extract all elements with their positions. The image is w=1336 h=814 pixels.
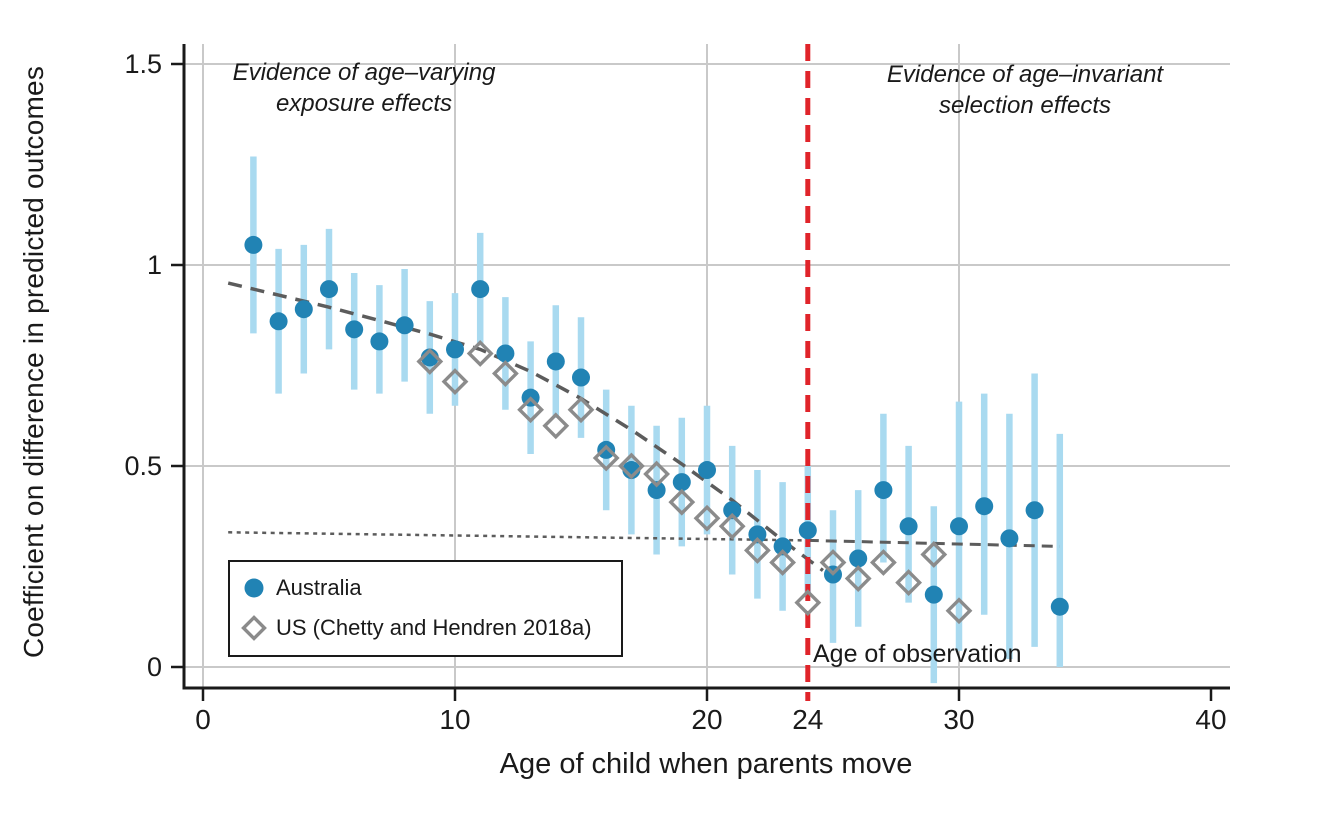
australia-data-point: [723, 501, 742, 520]
australia-data-point: [320, 280, 338, 299]
australia-data-point: [546, 352, 565, 371]
us-data-point: [794, 589, 822, 617]
us-data-point: [491, 360, 519, 387]
selection-effects-dotted-line: [228, 531, 808, 542]
australia-data-point: [773, 537, 792, 556]
australia-data-point: [1025, 501, 1044, 520]
us-data-point: [517, 396, 545, 424]
us-data-point: [945, 597, 973, 625]
us-data-point: [819, 549, 847, 576]
us-data-point: [416, 348, 444, 375]
annotation-age-varying: Evidence of age–varying exposure effects: [232, 59, 496, 117]
legend-item-australia: Australia: [241, 575, 362, 601]
x-tick-label: 20: [691, 704, 722, 735]
us-data-point: [441, 368, 469, 395]
australia-data-point: [924, 585, 943, 604]
us-data-point: [769, 549, 797, 576]
y-axis-title: Coefficient on difference in predicted o…: [18, 65, 49, 659]
legend-label-australia: Australia: [276, 575, 362, 600]
australia-data-point: [597, 440, 616, 459]
australia-data-point: [647, 481, 666, 500]
exposure-effects-fit-line: [227, 281, 824, 572]
y-tick-label: 0.5: [124, 451, 162, 481]
australia-data-point: [471, 280, 490, 299]
x-tick-label: 40: [1195, 704, 1226, 735]
australia-data-point: [496, 344, 515, 363]
us-data-point: [542, 412, 570, 440]
australia-data-point: [269, 312, 288, 331]
y-tick-label: 0: [147, 652, 162, 682]
australia-data-point: [572, 368, 590, 387]
us-data-point: [466, 340, 494, 367]
australia-data-point: [294, 300, 313, 319]
x-tick-label: 30: [943, 704, 974, 735]
australia-data-point: [849, 549, 868, 568]
us-data-point: [592, 444, 620, 472]
us-data-point: [668, 488, 696, 516]
australia-circle-icon: [241, 575, 267, 601]
australia-data-point: [950, 517, 968, 536]
us-diamond-icon: [241, 615, 267, 641]
x-tick-label: 10: [439, 704, 470, 735]
legend-box: Australia US (Chetty and Hendren 2018a): [228, 560, 623, 657]
us-data-point: [895, 569, 923, 596]
us-data-point: [718, 512, 746, 540]
us-data-point: [869, 549, 897, 576]
us-data-point: [844, 565, 872, 592]
australia-data-point: [1000, 529, 1019, 548]
us-data-point: [617, 452, 645, 480]
australia-data-point: [748, 525, 767, 544]
australia-data-point: [698, 461, 716, 480]
legend-item-us: US (Chetty and Hendren 2018a): [241, 615, 592, 641]
us-data-point: [567, 396, 595, 424]
annotation-age-invariant: Evidence of age–invariant selection effe…: [886, 61, 1164, 119]
australia-data-point: [446, 340, 464, 359]
australia-data-point: [798, 521, 817, 540]
y-tick-label: 1: [147, 250, 162, 280]
australia-data-point: [874, 481, 893, 500]
australia-data-point: [345, 320, 364, 339]
australia-data-point: [899, 517, 918, 536]
us-data-point: [643, 460, 671, 488]
australia-data-point: [370, 332, 389, 351]
age-of-observation-label: Age of observation: [813, 640, 1022, 668]
us-data-point: [743, 537, 771, 564]
us-data-point: [693, 504, 721, 532]
legend-label-us: US (Chetty and Hendren 2018a): [276, 615, 592, 640]
australia-data-point: [975, 497, 994, 516]
australia-data-point: [672, 473, 691, 492]
x-tick-label: 24: [792, 704, 823, 735]
x-tick-label: 0: [195, 704, 211, 735]
australia-data-point: [1050, 597, 1069, 616]
us-data-point: [920, 541, 948, 568]
y-tick-label: 1.5: [124, 49, 162, 79]
australia-data-point: [395, 316, 414, 335]
x-axis-title: Age of child when parents move: [499, 748, 913, 780]
australia-data-point: [244, 235, 263, 254]
